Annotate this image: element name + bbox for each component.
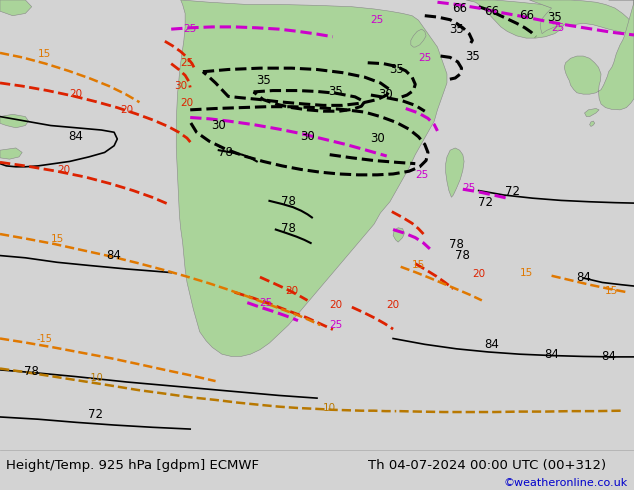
Text: Th 04-07-2024 00:00 UTC (00+312): Th 04-07-2024 00:00 UTC (00+312) bbox=[368, 459, 606, 471]
Text: 66: 66 bbox=[484, 5, 499, 18]
Polygon shape bbox=[529, 0, 634, 34]
Text: 15: 15 bbox=[605, 286, 618, 295]
Polygon shape bbox=[585, 108, 599, 117]
Polygon shape bbox=[0, 148, 22, 159]
Text: 35: 35 bbox=[389, 63, 404, 76]
Text: 20: 20 bbox=[120, 105, 133, 115]
Text: 35: 35 bbox=[328, 85, 344, 98]
Text: 78: 78 bbox=[281, 195, 296, 208]
Text: -10: -10 bbox=[87, 373, 103, 383]
Text: 84: 84 bbox=[544, 348, 559, 361]
Polygon shape bbox=[466, 0, 566, 38]
Polygon shape bbox=[0, 114, 29, 128]
Text: 30: 30 bbox=[378, 88, 393, 100]
Text: 15: 15 bbox=[38, 49, 51, 59]
Text: 84: 84 bbox=[601, 350, 616, 363]
Text: -15: -15 bbox=[36, 334, 53, 343]
Text: 20: 20 bbox=[330, 300, 342, 310]
Text: 84: 84 bbox=[107, 249, 122, 262]
Text: 35: 35 bbox=[449, 23, 464, 36]
Text: 30: 30 bbox=[174, 81, 187, 91]
Text: ©weatheronline.co.uk: ©weatheronline.co.uk bbox=[503, 477, 628, 488]
Text: 35: 35 bbox=[256, 74, 271, 87]
Text: 25: 25 bbox=[463, 183, 476, 194]
Text: 25: 25 bbox=[330, 320, 342, 330]
Text: 66: 66 bbox=[519, 9, 534, 22]
Polygon shape bbox=[411, 29, 426, 47]
Polygon shape bbox=[393, 228, 404, 242]
Text: 20: 20 bbox=[285, 287, 298, 296]
Text: Height/Temp. 925 hPa [gdpm] ECMWF: Height/Temp. 925 hPa [gdpm] ECMWF bbox=[6, 459, 259, 471]
Text: 20: 20 bbox=[472, 270, 485, 279]
Text: 20: 20 bbox=[70, 89, 82, 99]
Text: 84: 84 bbox=[68, 130, 84, 143]
Text: 66: 66 bbox=[452, 2, 467, 16]
Text: 15: 15 bbox=[520, 269, 533, 278]
Text: 78: 78 bbox=[449, 238, 464, 251]
Polygon shape bbox=[564, 0, 634, 110]
Text: 25: 25 bbox=[418, 53, 431, 63]
Text: 15: 15 bbox=[412, 260, 425, 270]
Polygon shape bbox=[176, 0, 447, 356]
Polygon shape bbox=[0, 0, 32, 16]
Text: 20: 20 bbox=[181, 98, 193, 108]
Text: 35: 35 bbox=[465, 49, 480, 63]
Text: 20: 20 bbox=[57, 165, 70, 175]
Text: 10: 10 bbox=[323, 403, 336, 413]
Text: 30: 30 bbox=[300, 130, 315, 143]
Text: 25: 25 bbox=[184, 24, 197, 34]
Text: 78: 78 bbox=[24, 365, 39, 378]
Text: 30: 30 bbox=[211, 119, 226, 132]
Text: 20: 20 bbox=[387, 300, 399, 310]
Text: 78: 78 bbox=[217, 146, 233, 159]
Polygon shape bbox=[590, 121, 595, 126]
Text: 72: 72 bbox=[505, 185, 520, 198]
Text: 78: 78 bbox=[455, 249, 470, 262]
Text: 25: 25 bbox=[260, 297, 273, 308]
Polygon shape bbox=[446, 148, 464, 197]
Text: 78: 78 bbox=[281, 222, 296, 235]
Text: 25: 25 bbox=[415, 170, 428, 180]
Text: 15: 15 bbox=[51, 234, 63, 244]
Text: 35: 35 bbox=[547, 11, 562, 24]
Text: 25: 25 bbox=[552, 23, 564, 33]
Text: 30: 30 bbox=[370, 132, 385, 146]
Text: 72: 72 bbox=[477, 196, 493, 209]
Text: 25: 25 bbox=[181, 58, 193, 68]
Text: 72: 72 bbox=[87, 408, 103, 421]
Text: 84: 84 bbox=[484, 338, 500, 351]
Text: 25: 25 bbox=[371, 15, 384, 25]
Text: 84: 84 bbox=[576, 271, 591, 285]
